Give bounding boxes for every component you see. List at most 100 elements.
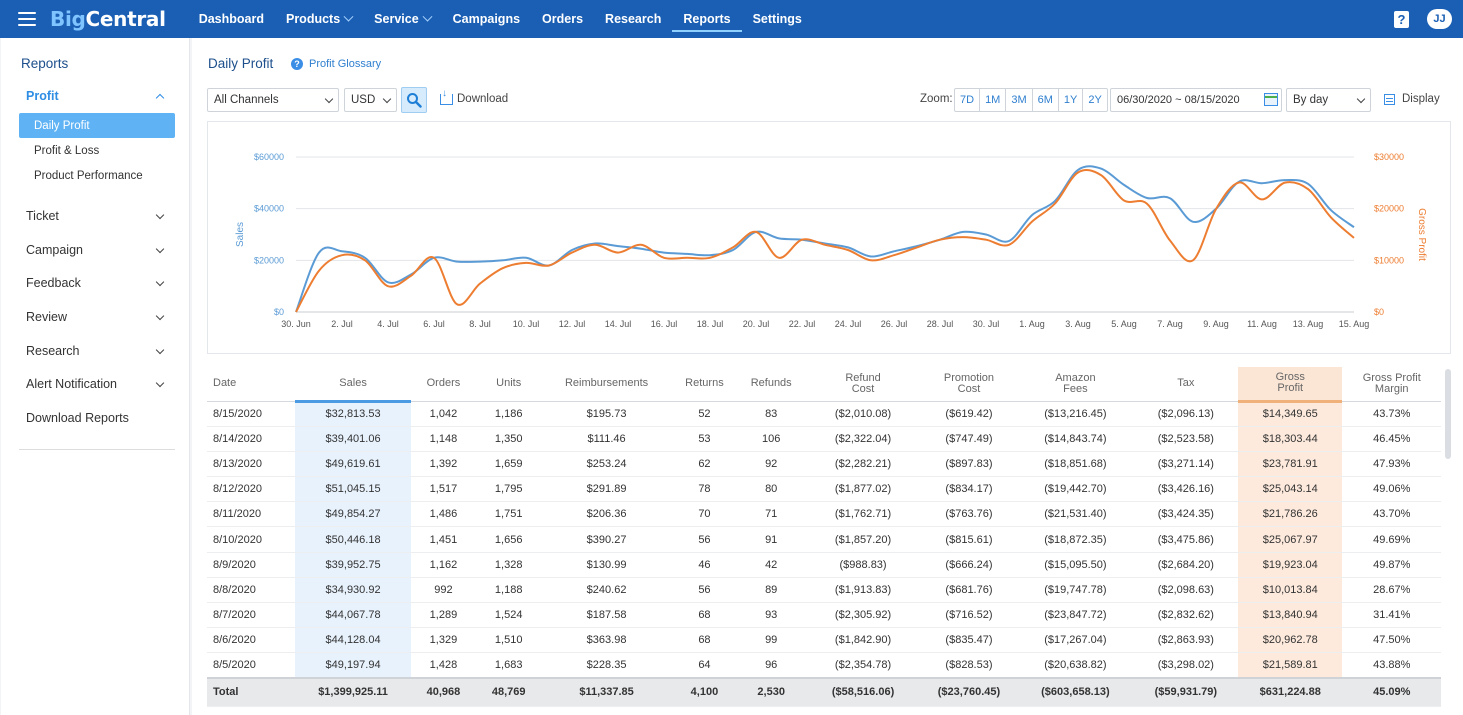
divider (19, 449, 175, 450)
cell-tax: ($3,271.14) (1133, 451, 1239, 478)
logo[interactable]: BigCentral (50, 7, 166, 31)
column-header-sales[interactable]: Sales (295, 367, 411, 403)
column-header-gross-profit[interactable]: Gross Profit (1238, 367, 1343, 403)
nav-item-campaigns[interactable]: Campaigns (442, 0, 531, 38)
sidebar-group-campaign[interactable]: Campaign (26, 243, 166, 257)
table-row: 8/11/2020 $49,854.27 1,486 1,751 $206.36 70 71… (207, 501, 1441, 528)
nav-item-reports[interactable]: Reports (672, 0, 742, 38)
sidebar-group-label: Feedback (26, 276, 81, 290)
cell-sales: $49,197.94 (295, 652, 411, 679)
nav-item-service[interactable]: Service (363, 0, 441, 38)
table-row: 8/7/2020 $44,067.78 1,289 1,524 $187.58 68 93(… (207, 602, 1441, 629)
profit-glossary-link[interactable]: ? Profit Glossary (291, 58, 381, 70)
column-header-label: Promotion (943, 371, 995, 384)
avatar[interactable]: JJ (1427, 9, 1452, 29)
chevron-down-icon (422, 11, 433, 22)
nav-item-products[interactable]: Products (275, 0, 363, 38)
nav-item-orders[interactable]: Orders (531, 0, 594, 38)
chevron-down-icon (155, 244, 165, 253)
zoom-1m-button[interactable]: 1M (980, 89, 1007, 111)
download-button[interactable]: Download (440, 88, 508, 105)
calendar-icon[interactable] (1264, 93, 1278, 106)
cell-promo-cost: ($834.17) (920, 476, 1018, 503)
cell-gp-margin: 49.87% (1342, 552, 1441, 578)
column-header-reimb[interactable]: Reimbursements (541, 367, 672, 402)
cell-tax: ($2,098.63) (1133, 577, 1239, 604)
currency-select[interactable]: USD (344, 88, 397, 112)
zoom-2y-button[interactable]: 2Y (1088, 94, 1102, 106)
cell-refund-cost: ($1,762.71) (805, 501, 921, 528)
column-header-promo-cost[interactable]: Promotion Cost (920, 367, 1018, 402)
column-header-gp-margin[interactable]: Gross Profit Margin (1342, 367, 1441, 402)
search-button[interactable] (401, 87, 427, 113)
nav-item-settings[interactable]: Settings (742, 0, 813, 38)
zoom-6m-button[interactable]: 6M (1033, 89, 1059, 111)
sidebar-item-product-performance[interactable]: Product Performance (34, 169, 143, 182)
search-icon (407, 93, 422, 108)
column-header-amazon-fees[interactable]: Amazon Fees (1017, 367, 1134, 402)
date-range-picker[interactable]: 06/30/2020 ~ 08/15/2020 (1110, 88, 1282, 112)
zoom-3m-button[interactable]: 3M (1006, 89, 1033, 111)
sidebar-group-feedback[interactable]: Feedback (26, 276, 166, 290)
column-header-date[interactable]: Date (207, 367, 296, 402)
column-header-refunds[interactable]: Refunds (737, 367, 806, 402)
table-row: 8/6/2020 $44,128.04 1,329 1,510 $363.98 68 99(… (207, 627, 1441, 654)
table-row: 8/9/2020 $39,952.75 1,162 1,328 $130.99 46 42(… (207, 552, 1441, 578)
zoom-7d-button[interactable]: 7D (955, 89, 981, 111)
help-icon[interactable]: ? (1394, 10, 1409, 28)
column-header-label: Tax (1177, 377, 1195, 390)
x-tick-label: 11. Aug (1247, 319, 1277, 329)
cell-refunds: 83 (737, 401, 806, 427)
display-button[interactable]: Display (1384, 93, 1440, 105)
menu-icon[interactable] (18, 12, 36, 26)
cell-returns: 68 (671, 602, 738, 629)
cell-promo-cost: ($763.76) (920, 501, 1018, 528)
zoom-1y-button[interactable]: 1Y (1059, 89, 1084, 111)
x-tick-label: 5. Aug (1111, 319, 1137, 329)
sidebar-group-ticket[interactable]: Ticket (26, 209, 166, 223)
x-tick-label: 20. Jul (743, 319, 770, 329)
sidebar-group-alert-notification[interactable]: Alert Notification (26, 377, 166, 391)
nav-item-research[interactable]: Research (594, 0, 672, 38)
sidebar-group-profit[interactable]: Profit (26, 89, 166, 103)
cell-promo-cost: ($835.47) (920, 627, 1018, 654)
chevron-down-icon (343, 11, 354, 22)
sidebar-item-profit-loss[interactable]: Profit & Loss (34, 144, 100, 157)
cell-date: 8/9/2020 (207, 552, 296, 578)
granularity-select[interactable]: By day (1286, 88, 1371, 112)
cell-tax: ($59,931.79) (1133, 677, 1239, 707)
cell-gross-profit: $21,589.81 (1238, 652, 1343, 679)
cell-sales: $50,446.18 (295, 526, 411, 553)
sidebar-item-download-reports[interactable]: Download Reports (26, 411, 166, 425)
table-scrollbar[interactable] (1445, 369, 1451, 459)
channel-select[interactable]: All Channels (207, 88, 339, 112)
cell-reimb: $228.35 (541, 652, 672, 679)
column-header-orders[interactable]: Orders (410, 367, 477, 402)
column-header-refund-cost[interactable]: Refund Cost (805, 367, 921, 402)
chevron-down-icon (155, 277, 165, 286)
sidebar-group-research[interactable]: Research (26, 344, 166, 358)
x-tick-label: 30. Jun (281, 319, 311, 329)
cell-gross-profit: $18,303.44 (1238, 426, 1343, 452)
cell-reimb: $195.73 (541, 401, 672, 427)
profit-chart: $0 $20000 $40000 $60000 $0 $10000 $20000 $30000… (207, 121, 1451, 354)
cell-returns: 64 (671, 652, 738, 679)
table-row: 8/13/2020 $49,619.61 1,392 1,659 $253.24 62 92… (207, 451, 1441, 478)
sidebar-group-review[interactable]: Review (26, 310, 166, 324)
column-header-label: Units (496, 377, 522, 390)
column-header-label: Refunds (750, 377, 792, 390)
cell-date: 8/13/2020 (207, 451, 296, 478)
cell-refunds: 93 (737, 602, 806, 629)
date-range-value: 06/30/2020 ~ 08/15/2020 (1117, 94, 1240, 106)
sidebar-item-daily-profit[interactable]: Daily Profit (19, 113, 175, 138)
column-header-returns[interactable]: Returns (671, 367, 738, 402)
question-icon: ? (291, 58, 303, 70)
y-tick-label: $20000 (254, 255, 284, 265)
column-header-tax[interactable]: Tax (1133, 367, 1239, 402)
nav-item-label: Service (374, 12, 419, 26)
nav-item-dashboard[interactable]: Dashboard (188, 0, 275, 38)
table-row: 8/12/2020 $51,045.15 1,517 1,795 $291.89 78 80… (207, 476, 1441, 503)
cell-refunds: 106 (737, 426, 806, 452)
cell-orders: 1,042 (410, 401, 477, 427)
column-header-units[interactable]: Units (476, 367, 542, 402)
